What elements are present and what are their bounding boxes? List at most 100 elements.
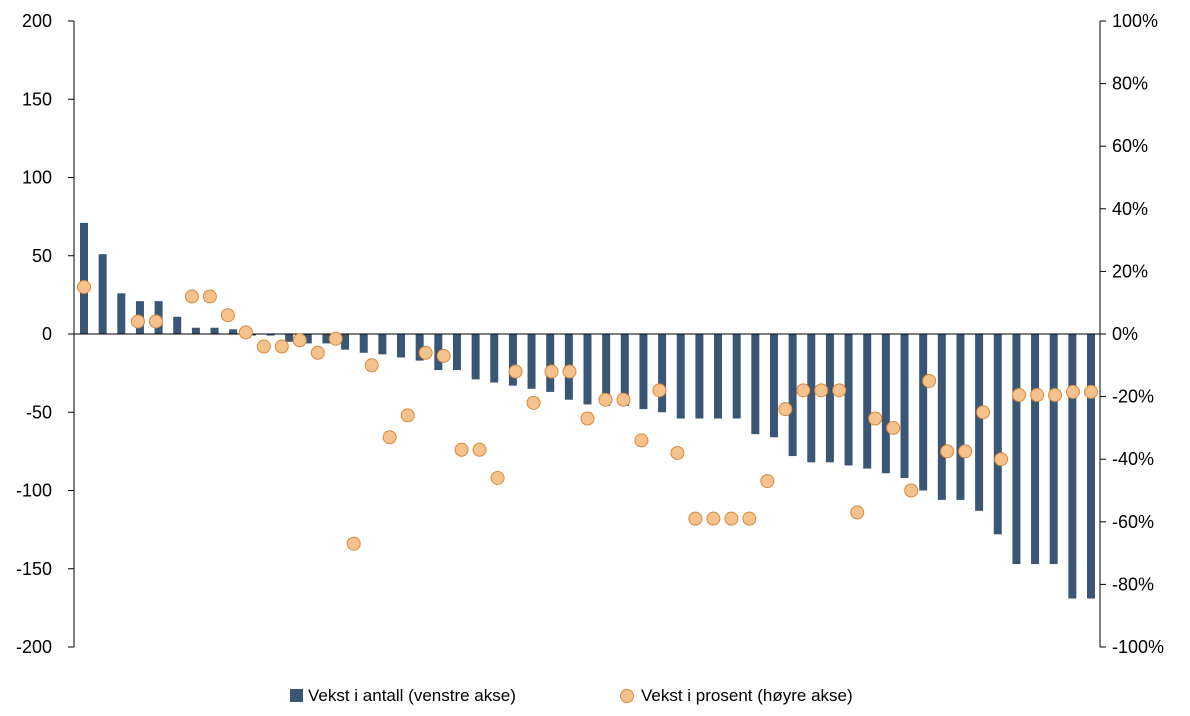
scatter-point (580, 411, 595, 426)
bar (993, 334, 1002, 535)
bar (210, 327, 219, 334)
scatter-point (994, 452, 1009, 467)
scatter-point (616, 392, 631, 407)
bar (1087, 334, 1095, 599)
bar (415, 334, 424, 361)
legend: Vekst i antall (venstre akse) Vekst i pr… (290, 686, 853, 705)
left-axis-tick-label: 50 (32, 246, 52, 266)
scatter-point (436, 348, 451, 363)
bar (732, 334, 741, 419)
right-axis-tick-label: -60% (1112, 512, 1154, 532)
right-axis-tick-label: -100% (1112, 637, 1164, 657)
scatter-point (130, 314, 145, 329)
scatter-point (328, 331, 343, 346)
scatter-point (454, 442, 469, 457)
bar (620, 334, 629, 406)
right-axis-tick-label: 100% (1112, 11, 1158, 31)
bar (844, 334, 853, 466)
scatter-point (418, 345, 433, 360)
bar (919, 334, 928, 491)
right-axis-tick-label: 40% (1112, 199, 1148, 219)
scatter-point (220, 308, 235, 323)
bar (322, 334, 331, 344)
bar (452, 334, 461, 370)
bar (956, 334, 965, 500)
bar (639, 334, 648, 410)
bar (658, 334, 667, 413)
bar (825, 334, 834, 463)
scatter-point (904, 483, 919, 498)
right-axis-tick-label: 60% (1112, 136, 1148, 156)
bar (229, 329, 238, 334)
scatter-point (1048, 388, 1063, 403)
bar (378, 334, 387, 355)
bar (359, 334, 368, 353)
bar (937, 334, 946, 500)
bar (1031, 334, 1040, 565)
bar (1068, 334, 1077, 599)
scatter-point (490, 470, 505, 485)
bar (583, 334, 592, 405)
scatter-point (922, 373, 937, 388)
scatter-point (832, 383, 847, 398)
bar (769, 334, 778, 438)
bar (266, 334, 275, 336)
scatter-point (382, 430, 397, 445)
scatter-point (598, 392, 613, 407)
scatter-point (1066, 384, 1081, 399)
scatter-point (958, 444, 973, 459)
bar (285, 334, 294, 342)
legend-label-dot: Vekst i prosent (høyre akse) (641, 686, 853, 705)
scatter-point (796, 383, 811, 398)
scatter-point (1084, 384, 1098, 399)
scatter-point (310, 345, 325, 360)
scatter-point (1030, 388, 1045, 403)
bar (863, 334, 872, 469)
scatter-point (274, 339, 289, 354)
bar (471, 334, 480, 380)
bar (80, 222, 88, 334)
scatter-point (364, 358, 379, 373)
left-axis-tick-label: 200 (22, 11, 52, 31)
bar (881, 334, 890, 474)
right-axis-tick-label: -20% (1112, 387, 1154, 407)
right-axis-tick-label: -80% (1112, 574, 1154, 594)
bar (527, 334, 536, 389)
scatter-point (886, 420, 901, 435)
bar (1049, 334, 1058, 565)
scatter-point (940, 444, 955, 459)
scatter-point (544, 364, 559, 379)
bar (975, 334, 984, 511)
bar (695, 334, 704, 419)
bar (191, 327, 200, 334)
scatter-point (778, 402, 793, 417)
legend-swatch-dot (620, 689, 634, 703)
left-axis-tick-label: -50 (26, 402, 52, 422)
scatter-point (508, 364, 523, 379)
scatter-point (292, 333, 307, 348)
bar (173, 316, 182, 334)
bar (900, 334, 909, 478)
right-axis-tick-label: 20% (1112, 261, 1148, 281)
scatter-point (256, 339, 271, 354)
scatter-point (634, 433, 649, 448)
right-axis-tick-label: 0% (1112, 324, 1138, 344)
scatter-point (472, 442, 487, 457)
bar (117, 293, 126, 334)
scatter-point (184, 289, 199, 304)
scatter-point (652, 383, 667, 398)
bar (714, 334, 723, 419)
bar (397, 334, 406, 358)
bar (546, 334, 555, 392)
scatter-point (670, 445, 685, 460)
scatter-point (148, 314, 163, 329)
scatter-point (850, 505, 865, 520)
left-axis-tick-label: 150 (22, 89, 52, 109)
scatter-point (868, 411, 883, 426)
bar (1012, 334, 1021, 565)
scatter-point (706, 511, 721, 526)
left-axis-tick-label: 100 (22, 168, 52, 188)
bar (751, 334, 760, 435)
scatter-series-layer (77, 280, 1098, 551)
